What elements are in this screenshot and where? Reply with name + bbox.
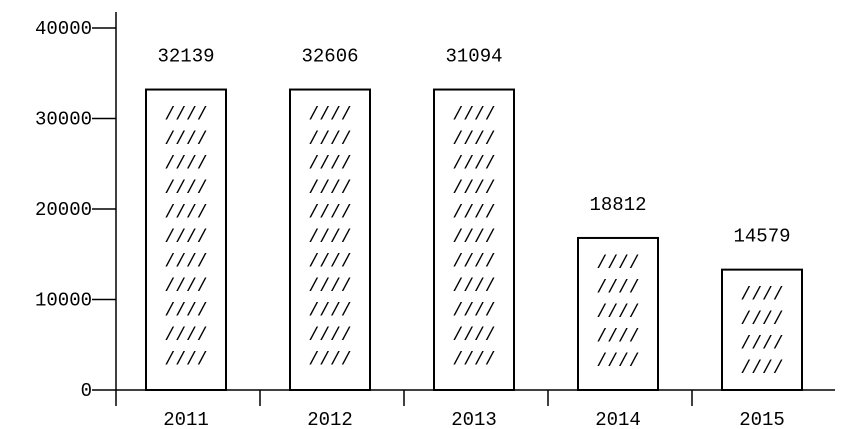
bar-hatch: ////	[740, 335, 783, 355]
bar	[433, 88, 515, 391]
y-tick-label: 10000	[35, 290, 92, 312]
bar-hatch: ////	[308, 130, 351, 150]
data-label: 32139	[157, 46, 214, 68]
bar-hatch: ////	[740, 286, 783, 306]
data-label: 31094	[445, 46, 502, 68]
y-tick-label: 0	[81, 380, 92, 402]
bar-hatch: ////	[164, 130, 207, 150]
bar-hatch: ////	[308, 253, 351, 273]
bar-hatch: ////	[308, 326, 351, 346]
bar-hatch: ////	[308, 302, 351, 322]
bar-hatch: ////	[452, 130, 495, 150]
y-tick-label: 40000	[35, 18, 92, 40]
bar-hatch: ////	[164, 106, 207, 126]
bar-hatch: ////	[164, 351, 207, 371]
bar-hatch: ////	[164, 155, 207, 175]
bar-hatch: ////	[452, 106, 495, 126]
x-tick-label: 2015	[739, 409, 785, 429]
bar-hatch: ////	[164, 228, 207, 248]
y-axis: 0 10000 20000 30000 40000	[35, 12, 117, 402]
bar-hatch: ////	[164, 204, 207, 224]
bar-hatch: ////	[596, 254, 639, 274]
bar-hatch: ////	[740, 359, 783, 379]
bar	[289, 88, 371, 391]
bars: //// //// //// //// //// //// //// //// //// ////…	[145, 88, 803, 392]
bar-hatch: ////	[164, 326, 207, 346]
bar-hatch: ////	[452, 179, 495, 199]
value-labels: 32139 32606 31094 18812 14579	[157, 46, 790, 248]
bar-hatch: ////	[164, 253, 207, 273]
data-label: 32606	[301, 46, 358, 68]
data-label: 18812	[589, 194, 646, 216]
x-tick-label: 2014	[595, 409, 641, 429]
y-tick-label: 20000	[35, 199, 92, 221]
bar-hatch: ////	[308, 179, 351, 199]
bar-hatch: ////	[308, 106, 351, 126]
data-label: 14579	[733, 226, 790, 248]
y-tick-label: 30000	[35, 109, 92, 131]
bar-hatch: ////	[596, 303, 639, 323]
bar	[145, 88, 227, 391]
x-tick-label: 2013	[451, 409, 497, 429]
bar-hatch: ////	[308, 351, 351, 371]
bar-hatch: ////	[452, 204, 495, 224]
bar-hatch: ////	[308, 155, 351, 175]
bar	[577, 236, 659, 391]
bar-hatch: ////	[308, 204, 351, 224]
bar-hatch: ////	[452, 326, 495, 346]
bar-hatch: ////	[596, 327, 639, 347]
bar-hatch: ////	[740, 310, 783, 330]
x-axis: 2011 2012 2013 2014 2015	[115, 389, 835, 429]
bar-hatch: ////	[308, 228, 351, 248]
bar-hatch: ////	[452, 155, 495, 175]
bar-hatch: ////	[452, 253, 495, 273]
bar-hatch: ////	[596, 278, 639, 298]
bar-hatch: ////	[452, 277, 495, 297]
bar-hatch: ////	[164, 277, 207, 297]
x-tick-label: 2011	[163, 409, 209, 429]
bar-hatch: ////	[452, 228, 495, 248]
bar-hatch: ////	[452, 351, 495, 371]
bar-hatch: ////	[164, 302, 207, 322]
bar-hatch: ////	[308, 277, 351, 297]
bar-hatch: ////	[596, 352, 639, 372]
bar-hatch: ////	[452, 302, 495, 322]
bar	[721, 268, 803, 392]
x-tick-label: 2012	[307, 409, 353, 429]
bar-hatch: ////	[164, 179, 207, 199]
